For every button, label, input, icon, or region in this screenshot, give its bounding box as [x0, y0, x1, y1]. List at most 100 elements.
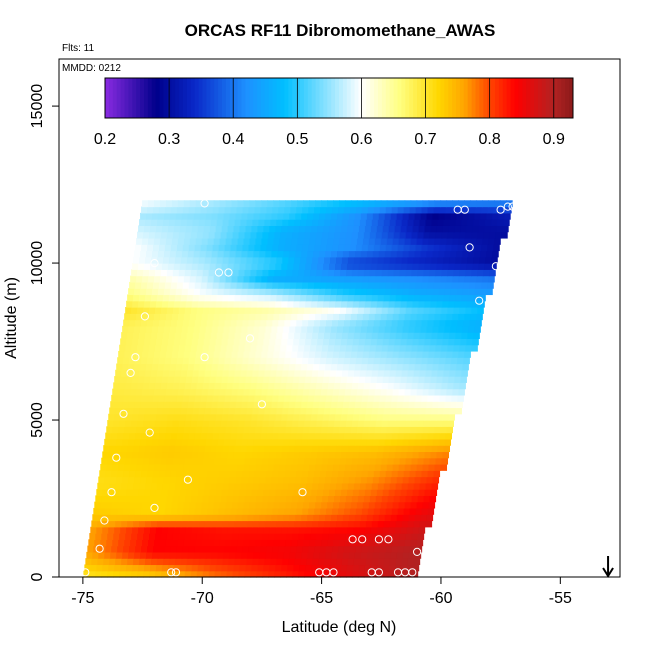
heatmap-cell: [445, 394, 452, 402]
heatmap-cell: [237, 426, 245, 434]
heatmap-cell: [204, 294, 212, 302]
heatmap-cell: [399, 570, 407, 578]
heatmap-cell: [457, 357, 464, 365]
heatmap-cell: [268, 495, 275, 503]
heatmap-cell: [142, 200, 149, 208]
heatmap-cell: [321, 200, 328, 208]
heatmap-cell: [161, 451, 169, 459]
heatmap-cell: [438, 288, 446, 296]
heatmap-cell: [362, 463, 370, 471]
heatmap-cell: [264, 219, 271, 226]
heatmap-cell: [318, 256, 325, 264]
sample-point: [95, 544, 104, 553]
chart-title: ORCAS RF11 Dibromomethane_AWAS: [185, 21, 496, 40]
heatmap-cell: [306, 407, 313, 415]
heatmap-cell: [400, 564, 408, 572]
heatmap-cell: [148, 313, 155, 321]
heatmap-cell: [251, 564, 259, 572]
heatmap-cell: [391, 357, 399, 365]
heatmap-cell: [195, 539, 203, 547]
heatmap-cell: [407, 256, 415, 264]
heatmap-cell: [261, 426, 268, 434]
heatmap-cell: [118, 426, 125, 434]
heatmap-cell: [246, 520, 254, 528]
heatmap-cell: [434, 275, 442, 283]
heatmap-cell: [434, 350, 442, 358]
heatmap-cell: [289, 288, 296, 296]
heatmap-cell: [298, 382, 305, 390]
heatmap-cell: [337, 212, 344, 220]
heatmap-cell: [177, 539, 185, 547]
heatmap-cell: [305, 225, 312, 233]
heatmap-cell: [188, 545, 196, 553]
heatmap-cell: [273, 350, 280, 358]
heatmap-cell: [355, 432, 363, 440]
heatmap-cell: [404, 200, 412, 208]
heatmap-cell: [229, 325, 237, 333]
heatmap-cell: [275, 564, 282, 572]
heatmap-cell: [165, 237, 173, 245]
heatmap-cell: [378, 551, 386, 559]
heatmap-cell: [312, 219, 319, 226]
heatmap-cell: [309, 350, 316, 358]
heatmap-cell: [347, 256, 355, 264]
heatmap-cell: [471, 231, 478, 239]
heatmap-cell: [153, 281, 160, 289]
heatmap-cell: [95, 533, 102, 540]
heatmap-cell: [197, 451, 205, 459]
heatmap-cell: [337, 250, 344, 258]
heatmap-cell: [265, 438, 272, 446]
heatmap-cell: [189, 426, 197, 434]
heatmap-cell: [138, 564, 145, 572]
heatmap-cell: [226, 382, 234, 390]
heatmap-cell: [326, 281, 333, 289]
heatmap-cell: [270, 407, 277, 415]
heatmap-cell: [253, 250, 261, 258]
heatmap-cell: [465, 344, 472, 352]
heatmap-cell: [130, 313, 137, 321]
heatmap-cell: [290, 394, 297, 402]
heatmap-cell: [297, 200, 304, 208]
heatmap-cell: [429, 495, 437, 503]
heatmap-cell: [402, 212, 410, 220]
heatmap-cell: [284, 507, 291, 515]
colorbar-swatch: [163, 78, 168, 118]
heatmap-cell: [317, 413, 324, 421]
heatmap-cell: [403, 394, 411, 402]
heatmap-cell: [244, 457, 252, 465]
heatmap-cell: [470, 313, 477, 321]
heatmap-cell: [297, 539, 304, 547]
heatmap-cell: [114, 376, 121, 383]
heatmap-cell: [399, 344, 407, 352]
heatmap-cell: [456, 363, 463, 371]
heatmap-cell: [287, 564, 294, 572]
heatmap-cell: [286, 457, 293, 465]
heatmap-cell: [437, 294, 445, 302]
heatmap-cell: [478, 263, 485, 270]
heatmap-cell: [146, 514, 153, 522]
heatmap-cell: [197, 263, 205, 270]
heatmap-cell: [232, 420, 240, 427]
heatmap-cell: [247, 363, 255, 371]
heatmap-cell: [188, 281, 196, 289]
heatmap-cell: [442, 413, 450, 421]
heatmap-cell: [217, 401, 225, 409]
heatmap-cell: [343, 432, 351, 440]
heatmap-cell: [174, 445, 182, 453]
heatmap-cell: [223, 551, 231, 559]
heatmap-cell: [266, 281, 273, 289]
heatmap-cell: [279, 350, 286, 358]
heatmap-cell: [263, 489, 270, 496]
colorbar-swatch: [475, 78, 480, 118]
heatmap-cell: [403, 206, 411, 214]
heatmap-cell: [289, 212, 296, 220]
heatmap-cell: [322, 382, 329, 390]
heatmap-cell: [250, 344, 258, 352]
heatmap-cell: [173, 489, 181, 496]
heatmap-cell: [439, 206, 447, 214]
heatmap-cell: [224, 545, 232, 553]
heatmap-cell: [221, 263, 229, 270]
heatmap-cell: [292, 570, 299, 578]
heatmap-cell: [179, 526, 187, 534]
heatmap-cell: [366, 325, 374, 333]
